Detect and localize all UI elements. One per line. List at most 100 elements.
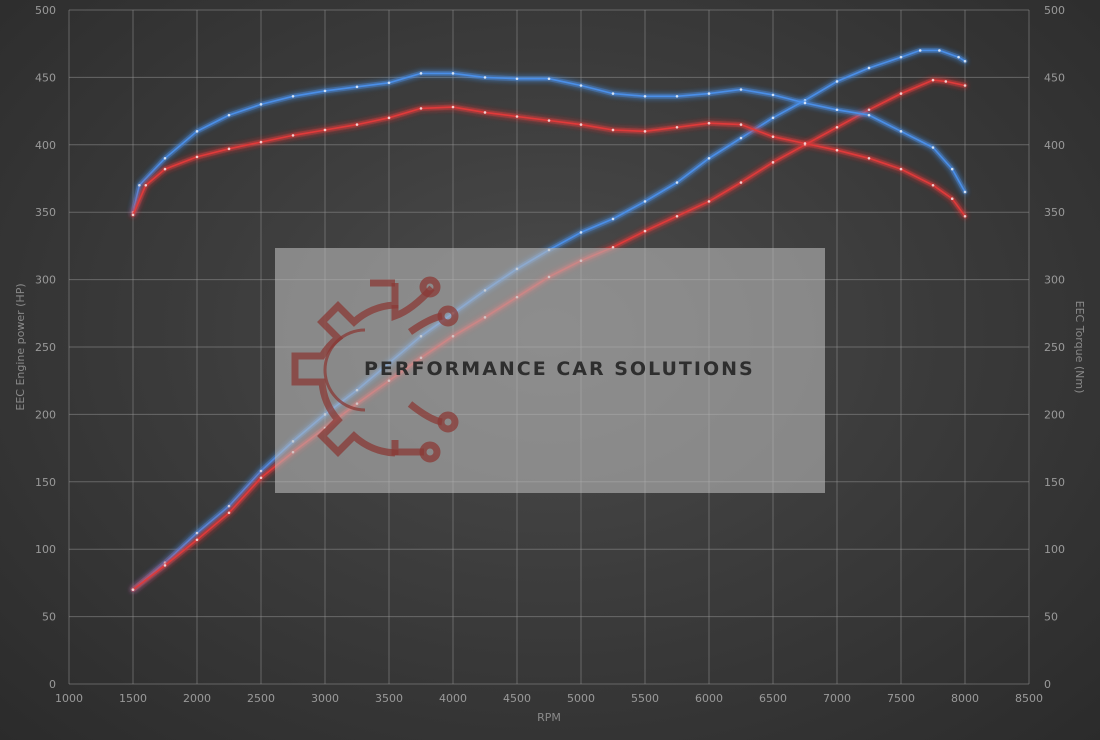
data-point-torque-stock xyxy=(899,167,903,171)
data-point-power-stock xyxy=(707,200,711,203)
data-point-torque-stock xyxy=(419,107,423,110)
data-point-power-stock xyxy=(259,476,263,480)
data-point-torque-tuned xyxy=(195,130,199,133)
y-left-tick-label: 100 xyxy=(35,543,56,556)
data-point-power-tuned xyxy=(867,66,871,70)
data-point-torque-tuned xyxy=(547,77,551,81)
data-point-torque-stock xyxy=(803,142,807,145)
y-left-tick-label: 200 xyxy=(35,408,56,421)
data-point-power-stock xyxy=(931,78,935,82)
data-point-torque-tuned xyxy=(515,77,519,81)
data-point-torque-tuned xyxy=(643,94,647,98)
data-point-torque-stock xyxy=(195,155,199,159)
y-right-tick-label: 100 xyxy=(1044,543,1065,556)
x-tick-label: 3000 xyxy=(311,692,339,705)
data-point-torque-stock xyxy=(323,128,327,132)
y-left-tick-label: 400 xyxy=(35,139,56,152)
data-point-torque-stock xyxy=(963,214,967,218)
y-right-tick-label: 150 xyxy=(1044,476,1065,489)
y-right-tick-label: 450 xyxy=(1044,71,1065,84)
data-point-torque-stock xyxy=(611,128,615,132)
data-point-torque-tuned xyxy=(739,88,743,91)
data-point-torque-tuned xyxy=(227,113,231,117)
x-tick-label: 8000 xyxy=(951,692,979,705)
data-point-power-tuned xyxy=(918,49,922,52)
data-point-torque-stock xyxy=(739,123,743,126)
data-point-torque-tuned xyxy=(483,76,487,79)
data-point-torque-tuned xyxy=(579,84,583,87)
x-tick-label: 8500 xyxy=(1015,692,1043,705)
data-point-torque-stock xyxy=(950,197,954,201)
y-right-tick-label: 0 xyxy=(1044,678,1051,691)
data-point-torque-stock xyxy=(515,115,519,118)
watermark: PERFORMANCE CAR SOLUTIONS xyxy=(275,248,825,493)
data-point-power-tuned xyxy=(675,181,679,184)
x-tick-label: 3500 xyxy=(375,692,403,705)
data-point-power-stock xyxy=(163,564,167,567)
data-point-power-stock xyxy=(771,161,775,164)
y-right-tick-label: 50 xyxy=(1044,611,1058,624)
data-point-torque-tuned xyxy=(611,92,615,95)
data-point-power-tuned xyxy=(707,156,711,160)
data-point-torque-tuned xyxy=(707,92,711,95)
y-left-tick-label: 350 xyxy=(35,206,56,219)
data-point-torque-tuned xyxy=(835,108,839,112)
data-point-torque-stock xyxy=(547,119,551,122)
data-point-power-stock xyxy=(867,108,871,112)
data-point-power-stock xyxy=(675,214,679,218)
y-left-axis-title: EEC Engine power (HP) xyxy=(14,283,27,410)
data-point-power-tuned xyxy=(739,136,743,140)
data-point-torque-tuned xyxy=(259,103,263,106)
data-point-torque-tuned xyxy=(291,94,295,98)
data-point-torque-tuned xyxy=(771,93,775,97)
data-point-power-stock xyxy=(739,181,743,184)
data-point-torque-stock xyxy=(259,140,263,144)
y-left-tick-label: 300 xyxy=(35,274,56,287)
data-point-torque-tuned xyxy=(950,167,954,171)
data-point-torque-tuned xyxy=(451,72,455,75)
y-right-tick-label: 350 xyxy=(1044,206,1065,219)
data-point-torque-stock xyxy=(483,111,487,114)
y-left-tick-label: 0 xyxy=(49,678,56,691)
data-point-power-tuned xyxy=(899,55,903,59)
data-point-power-tuned xyxy=(835,80,839,83)
data-point-torque-tuned xyxy=(675,94,679,98)
y-right-tick-label: 400 xyxy=(1044,139,1065,152)
data-point-torque-stock xyxy=(451,105,455,109)
data-point-torque-tuned xyxy=(931,146,935,149)
data-point-torque-stock xyxy=(387,116,391,120)
x-tick-label: 4000 xyxy=(439,692,467,705)
data-point-torque-stock xyxy=(355,123,359,126)
x-axis-title: RPM xyxy=(537,711,561,724)
data-point-torque-tuned xyxy=(899,130,903,133)
y-left-tick-label: 50 xyxy=(42,611,56,624)
data-point-torque-stock xyxy=(771,135,775,139)
data-point-power-tuned xyxy=(611,217,615,221)
data-point-power-tuned xyxy=(643,200,647,203)
x-tick-label: 5000 xyxy=(567,692,595,705)
data-point-torque-tuned xyxy=(138,183,141,187)
x-tick-label: 2000 xyxy=(183,692,211,705)
x-tick-label: 1500 xyxy=(119,692,147,705)
y-right-tick-label: 300 xyxy=(1044,274,1065,287)
data-point-power-stock xyxy=(643,229,647,233)
data-point-power-stock xyxy=(227,511,231,515)
data-point-power-tuned xyxy=(771,116,775,120)
data-point-torque-stock xyxy=(131,213,135,217)
x-tick-label: 7500 xyxy=(887,692,915,705)
y-left-tick-label: 250 xyxy=(35,341,56,354)
data-point-torque-tuned xyxy=(803,101,807,105)
data-point-power-tuned xyxy=(938,49,941,52)
data-point-torque-stock xyxy=(227,147,231,151)
y-right-axis-title: EEC Torque (Nm) xyxy=(1073,301,1086,394)
data-point-torque-tuned xyxy=(387,81,391,85)
data-point-power-stock xyxy=(944,80,948,83)
data-point-torque-stock xyxy=(675,125,679,129)
x-tick-label: 6500 xyxy=(759,692,787,705)
data-point-torque-tuned xyxy=(963,190,967,194)
y-left-tick-label: 450 xyxy=(35,71,56,84)
x-tick-label: 1000 xyxy=(55,692,83,705)
data-point-torque-stock xyxy=(643,130,647,133)
gear-circuit-logo xyxy=(291,276,459,463)
